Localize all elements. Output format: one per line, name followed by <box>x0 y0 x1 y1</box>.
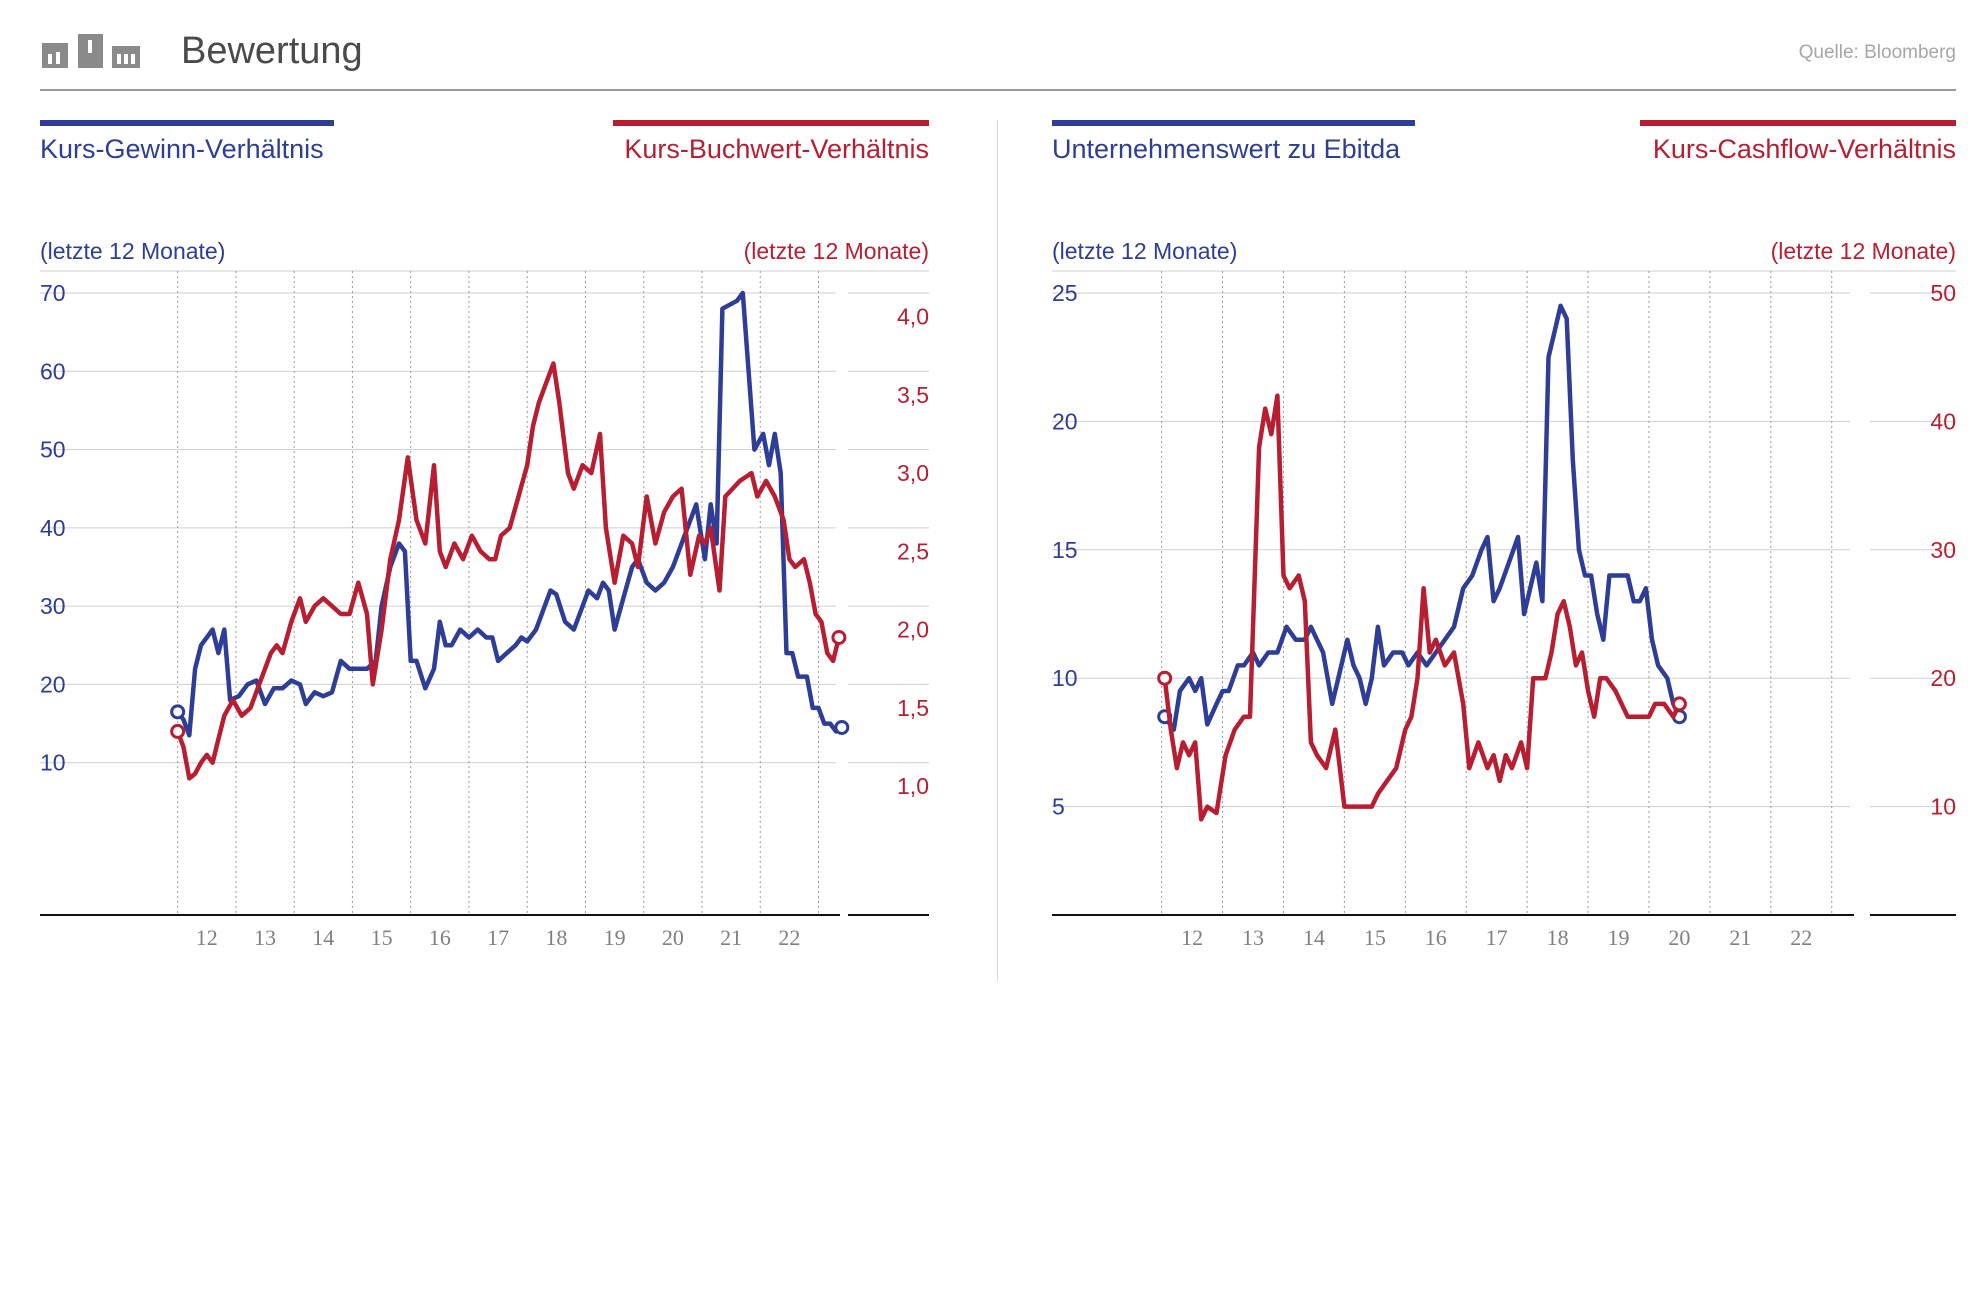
bar-chart-logo-icon <box>42 34 140 68</box>
left-axis-tick-label: 5 <box>1052 794 1065 820</box>
x-tick-label: 17 <box>1486 925 1508 950</box>
x-tick-label: 18 <box>1547 925 1569 950</box>
right-axis-tick-label: 2,0 <box>897 617 929 643</box>
x-tick-label: 22 <box>778 925 800 950</box>
x-tick-label: 16 <box>429 925 451 950</box>
left-axis-tick-label: 60 <box>40 358 66 384</box>
series-start-marker <box>170 704 186 720</box>
header: Bewertung Quelle: Bloomberg <box>40 24 1956 92</box>
x-tick-label: 13 <box>254 925 276 950</box>
legend-label-right: Kurs-Cashflow-Verhältnis <box>1652 134 1956 164</box>
left-axis-tick-label: 10 <box>40 750 66 776</box>
chart-plot-ebitda-kcv: 25 20 15 10 5 50 40 30 20 10 12 13 14 15 16 17 18 19 20 21 2… <box>1052 270 1956 950</box>
legend-bar-left <box>40 120 334 126</box>
x-tick-label: 20 <box>1668 925 1690 950</box>
series-end-marker <box>1671 696 1687 712</box>
series-line-0 <box>175 290 845 738</box>
legend-bar-right <box>613 120 929 126</box>
left-axis-tick-label: 30 <box>40 593 66 619</box>
chart-divider <box>997 120 998 982</box>
left-axis-caption: (letzte 12 Monate) <box>1052 238 1238 264</box>
right-axis-caption: (letzte 12 Monate) <box>743 238 929 264</box>
left-axis-tick-label: 50 <box>40 437 66 463</box>
right-axis-tick-label: 30 <box>1930 537 1956 563</box>
x-tick-label: 12 <box>1181 925 1203 950</box>
left-axis-tick-label: 20 <box>1052 408 1078 434</box>
chart-plot-kgv-kbv: 70 60 50 40 30 20 10 4,0 3,5 3,0 2,5 2,0 1,5 1,0 12 13 1… <box>40 270 929 950</box>
x-tick-label: 14 <box>312 925 334 950</box>
left-axis-tick-label: 10 <box>1052 665 1078 691</box>
x-tick-label: 12 <box>196 925 218 950</box>
series-end-marker <box>834 719 850 735</box>
x-tick-label: 21 <box>1729 925 1751 950</box>
x-tick-label: 14 <box>1303 925 1325 950</box>
right-axis-tick-label: 10 <box>1930 794 1956 820</box>
right-axis-tick-label: 40 <box>1930 408 1956 434</box>
x-tick-label: 15 <box>371 925 393 950</box>
chart-ebitda-kcv: Unternehmenswert zu Ebitda Kurs-Cashflow… <box>1052 120 1956 960</box>
series-line-1 <box>175 361 842 781</box>
left-axis-tick-label: 20 <box>40 671 66 697</box>
right-axis-tick-label: 1,5 <box>897 695 929 721</box>
left-axis-tick-label: 70 <box>40 280 66 306</box>
legend-bar-right <box>1640 120 1956 126</box>
x-tick-label: 18 <box>545 925 567 950</box>
x-tick-label: 19 <box>604 925 626 950</box>
x-tick-label: 21 <box>720 925 742 950</box>
legend-label-left: Unternehmenswert zu Ebitda <box>1052 134 1401 164</box>
x-tick-label: 15 <box>1364 925 1386 950</box>
x-tick-label: 16 <box>1425 925 1447 950</box>
series-line-0 <box>1162 303 1682 732</box>
left-axis-tick-label: 25 <box>1052 280 1078 306</box>
right-axis-tick-label: 4,0 <box>897 303 929 329</box>
left-axis-tick-label: 15 <box>1052 537 1078 563</box>
legend-bar-left <box>1052 120 1415 126</box>
left-axis-tick-label: 40 <box>40 515 66 541</box>
right-axis-tick-label: 3,0 <box>897 460 929 486</box>
x-tick-label: 20 <box>662 925 684 950</box>
right-axis-tick-label: 2,5 <box>897 538 929 564</box>
right-axis-caption: (letzte 12 Monate) <box>1770 238 1956 264</box>
series-end-marker <box>831 629 847 645</box>
right-axis-tick-label: 50 <box>1930 280 1956 306</box>
x-tick-label: 19 <box>1608 925 1630 950</box>
left-axis-caption: (letzte 12 Monate) <box>40 238 226 264</box>
x-tick-label: 13 <box>1242 925 1264 950</box>
header-divider <box>40 89 1956 91</box>
chart-kgv-kbv: Kurs-Gewinn-Verhältnis Kurs-Buchwert-Ver… <box>40 120 929 960</box>
series-start-marker <box>170 723 186 739</box>
right-axis-tick-label: 3,5 <box>897 382 929 408</box>
series-line-1 <box>1162 393 1682 822</box>
source-note: Quelle: Bloomberg <box>1798 42 1956 63</box>
right-axis-tick-label: 20 <box>1930 665 1956 691</box>
x-tick-label: 17 <box>487 925 509 950</box>
legend-label-right: Kurs-Buchwert-Verhältnis <box>624 134 929 164</box>
page-title: Bewertung <box>181 30 363 72</box>
right-axis-tick-label: 1,0 <box>897 773 929 799</box>
series-start-marker <box>1157 670 1173 686</box>
x-tick-label: 22 <box>1790 925 1812 950</box>
legend-label-left: Kurs-Gewinn-Verhältnis <box>40 134 324 164</box>
